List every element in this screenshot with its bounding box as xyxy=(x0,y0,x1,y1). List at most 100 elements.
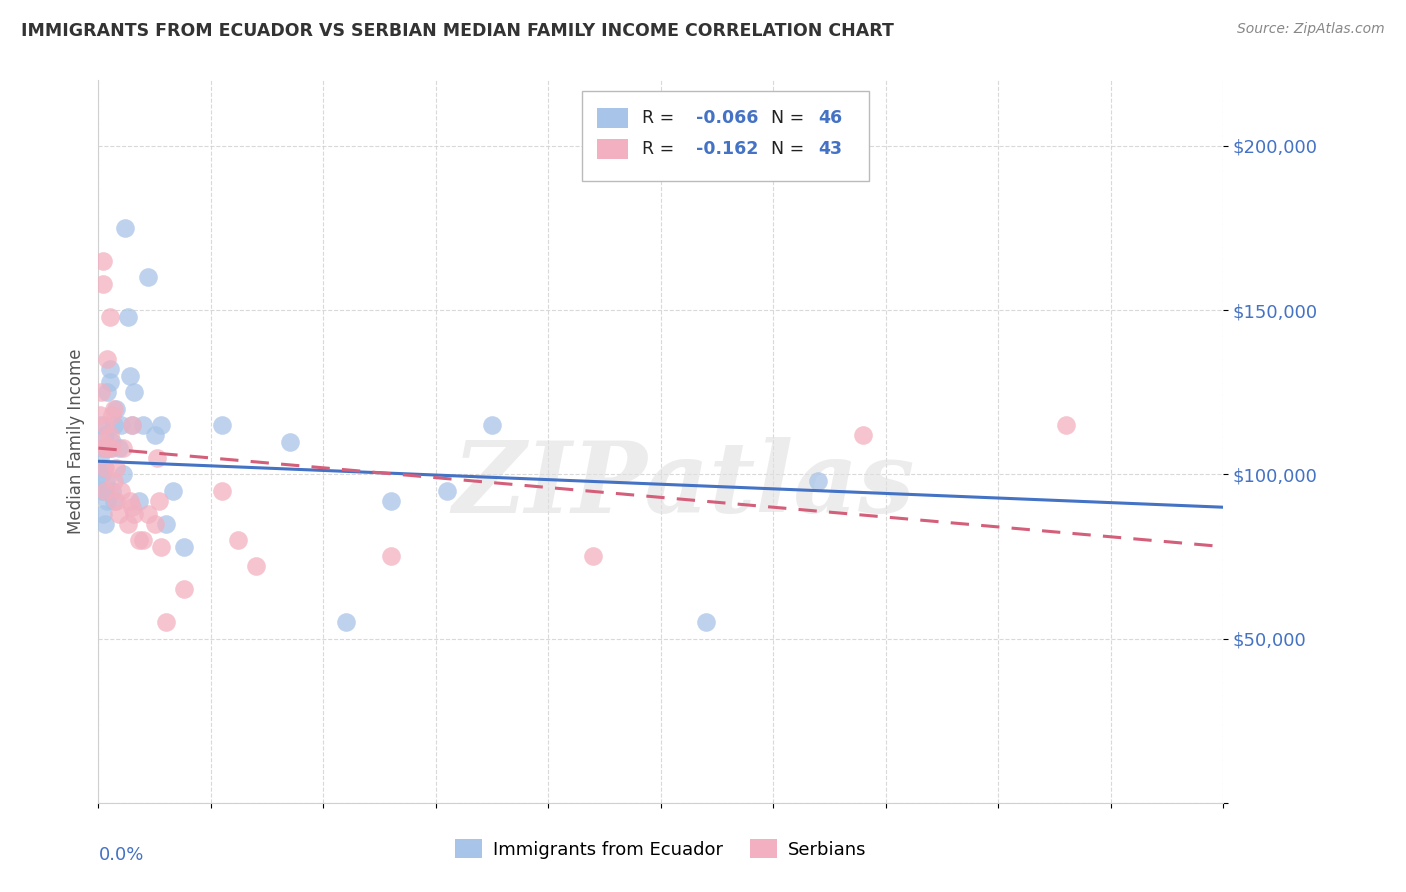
Point xyxy=(90,434,112,449)
Point xyxy=(90,418,112,433)
Point xyxy=(278,434,301,449)
Point xyxy=(695,615,717,630)
Point xyxy=(90,467,112,482)
Point xyxy=(117,310,139,324)
Point xyxy=(107,507,129,521)
Point xyxy=(98,441,121,455)
Point xyxy=(90,385,112,400)
Point xyxy=(162,483,184,498)
Point xyxy=(481,418,503,433)
Point xyxy=(96,493,118,508)
Point xyxy=(118,493,141,508)
Point xyxy=(143,428,166,442)
Point xyxy=(132,533,155,547)
Y-axis label: Median Family Income: Median Family Income xyxy=(66,349,84,534)
Point xyxy=(94,428,117,442)
Point xyxy=(148,493,170,508)
Point xyxy=(98,376,121,390)
Point xyxy=(105,460,128,475)
Point xyxy=(103,401,125,416)
Point xyxy=(91,253,114,268)
Point xyxy=(136,270,159,285)
Text: Source: ZipAtlas.com: Source: ZipAtlas.com xyxy=(1237,22,1385,37)
Point xyxy=(807,474,830,488)
Point xyxy=(150,540,173,554)
Point xyxy=(96,441,118,455)
Point xyxy=(155,516,177,531)
Point xyxy=(105,493,128,508)
Text: R =: R = xyxy=(641,109,673,127)
Point xyxy=(93,460,115,475)
Point xyxy=(94,460,117,475)
Point xyxy=(103,418,125,433)
Point xyxy=(852,428,875,442)
Point xyxy=(121,418,143,433)
Point xyxy=(211,483,233,498)
Point xyxy=(101,409,124,423)
Point xyxy=(118,368,141,383)
Point xyxy=(173,540,195,554)
Point xyxy=(103,493,125,508)
Point xyxy=(245,559,267,574)
Point xyxy=(107,441,129,455)
Point xyxy=(226,533,249,547)
Legend: Immigrants from Ecuador, Serbians: Immigrants from Ecuador, Serbians xyxy=(449,832,873,866)
Point xyxy=(96,385,118,400)
Text: 46: 46 xyxy=(818,109,842,127)
Point xyxy=(96,352,118,367)
Point xyxy=(103,474,125,488)
Point xyxy=(1054,418,1077,433)
Point xyxy=(98,362,121,376)
Point xyxy=(94,418,117,433)
Text: -0.162: -0.162 xyxy=(696,140,758,158)
Text: IMMIGRANTS FROM ECUADOR VS SERBIAN MEDIAN FAMILY INCOME CORRELATION CHART: IMMIGRANTS FROM ECUADOR VS SERBIAN MEDIA… xyxy=(21,22,894,40)
Point xyxy=(380,493,402,508)
Point xyxy=(211,418,233,433)
Text: N =: N = xyxy=(770,140,804,158)
Point xyxy=(582,549,605,564)
Text: N =: N = xyxy=(770,109,804,127)
Point xyxy=(380,549,402,564)
Point xyxy=(121,418,143,433)
Point xyxy=(117,516,139,531)
Text: -0.066: -0.066 xyxy=(696,109,758,127)
Point xyxy=(112,441,135,455)
Point xyxy=(94,483,117,498)
Point xyxy=(155,615,177,630)
Point xyxy=(98,310,121,324)
FancyBboxPatch shape xyxy=(582,91,869,181)
Point xyxy=(132,418,155,433)
Point xyxy=(110,483,132,498)
FancyBboxPatch shape xyxy=(596,139,628,159)
Text: 0.0%: 0.0% xyxy=(98,847,143,864)
Point xyxy=(124,507,146,521)
Point xyxy=(91,483,114,498)
Point xyxy=(112,467,135,482)
Point xyxy=(128,493,150,508)
Point xyxy=(91,277,114,291)
Point xyxy=(89,450,111,465)
Point xyxy=(101,441,124,455)
Point xyxy=(96,441,118,455)
Point xyxy=(93,441,115,455)
Text: 43: 43 xyxy=(818,140,842,158)
Point xyxy=(335,615,357,630)
Point xyxy=(173,582,195,597)
Point xyxy=(136,507,159,521)
Point xyxy=(121,500,143,515)
Point xyxy=(146,450,169,465)
Point xyxy=(94,483,117,498)
Point xyxy=(98,428,121,442)
Point xyxy=(96,474,118,488)
Point xyxy=(114,221,136,235)
Point xyxy=(110,418,132,433)
Point xyxy=(124,385,146,400)
Point xyxy=(436,483,458,498)
Point xyxy=(91,441,114,455)
Point xyxy=(105,401,128,416)
Point xyxy=(91,507,114,521)
Point xyxy=(89,409,111,423)
Point xyxy=(94,516,117,531)
Point xyxy=(101,434,124,449)
Text: R =: R = xyxy=(641,140,673,158)
